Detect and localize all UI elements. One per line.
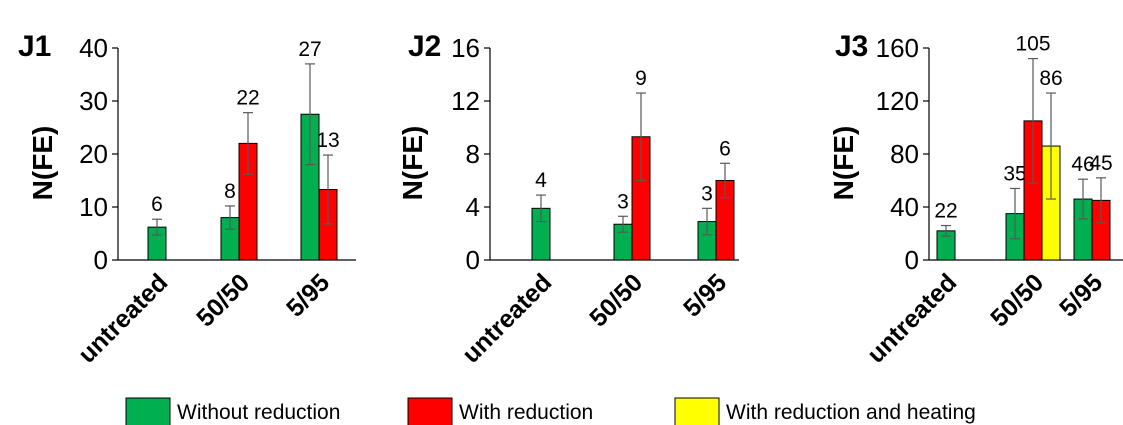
category-label-5-95: 5/95 bbox=[678, 268, 732, 322]
chart-panels: J1N(FE)0102030406untreated82250/5027135/… bbox=[18, 30, 1123, 369]
panel-label: J1 bbox=[18, 30, 51, 63]
category-label-untreated: untreated bbox=[862, 268, 962, 368]
category-label-50-50: 50/50 bbox=[191, 268, 255, 332]
y-axis-title: N(FE) bbox=[27, 126, 58, 201]
data-label: 22 bbox=[236, 87, 259, 110]
legend: Without reduction With reduction With re… bbox=[125, 397, 976, 425]
data-label: 22 bbox=[934, 200, 957, 223]
panel-j3: J3 N(FE) 0 40 80 120 160 22 untreated 35 105 86 50/5… bbox=[828, 30, 1123, 369]
category-label-50-50: 50/50 bbox=[584, 268, 648, 332]
data-label: 4 bbox=[535, 169, 547, 192]
panel-j1: J1 N(FE) 0 10 20 30 40 6 untreated 8 22 50/50 27 13 5/… bbox=[18, 30, 356, 369]
legend-label-without-reduction: Without reduction bbox=[177, 401, 340, 424]
y-tick-label: 12 bbox=[451, 86, 480, 116]
y-tick-label: 20 bbox=[79, 139, 108, 169]
category-label-5-95: 5/95 bbox=[281, 268, 335, 322]
y-axis-title: N(FE) bbox=[397, 126, 428, 201]
data-label: 9 bbox=[635, 67, 647, 90]
y-tick-label: 10 bbox=[79, 192, 108, 222]
data-label: 6 bbox=[719, 137, 731, 160]
data-label: 8 bbox=[224, 180, 236, 203]
category-label-untreated: untreated bbox=[457, 268, 557, 368]
y-tick-label: 16 bbox=[451, 33, 480, 63]
y-tick-label: 0 bbox=[94, 245, 108, 275]
data-label: 86 bbox=[1039, 67, 1062, 90]
data-label: 3 bbox=[617, 190, 629, 213]
y-tick-label: 80 bbox=[890, 139, 919, 169]
data-label: 13 bbox=[316, 129, 339, 152]
data-label: 46 bbox=[1071, 153, 1094, 176]
data-label: 6 bbox=[151, 193, 163, 216]
y-tick-label: 0 bbox=[905, 245, 919, 275]
data-label: 105 bbox=[1015, 33, 1050, 56]
y-tick-label: 0 bbox=[466, 245, 480, 275]
y-tick-label: 120 bbox=[876, 86, 919, 116]
panel-label: J3 bbox=[835, 30, 868, 63]
data-label: 35 bbox=[1003, 162, 1026, 185]
y-tick-label: 40 bbox=[890, 192, 919, 222]
y-tick-label: 8 bbox=[466, 139, 480, 169]
panel-label: J2 bbox=[408, 30, 441, 63]
data-label: 45 bbox=[1089, 152, 1112, 175]
y-axis-title: N(FE) bbox=[828, 126, 859, 201]
legend-swatch-with-reduction bbox=[407, 397, 453, 425]
y-tick-label: 160 bbox=[876, 33, 919, 63]
legend-swatch-without-reduction bbox=[125, 397, 171, 425]
category-label-5-95: 5/95 bbox=[1054, 268, 1108, 322]
legend-label-with-reduction: With reduction bbox=[459, 401, 593, 424]
category-label-50-50: 50/50 bbox=[985, 268, 1049, 332]
category-label-untreated: untreated bbox=[73, 268, 173, 368]
legend-swatch-with-reduction-and-heating bbox=[674, 397, 720, 425]
legend-label-with-reduction-and-heating: With reduction and heating bbox=[726, 401, 976, 424]
data-label: 27 bbox=[298, 38, 321, 61]
y-tick-label: 40 bbox=[79, 33, 108, 63]
data-label: 3 bbox=[701, 182, 713, 205]
y-tick-label: 30 bbox=[79, 86, 108, 116]
y-tick-label: 4 bbox=[466, 192, 480, 222]
